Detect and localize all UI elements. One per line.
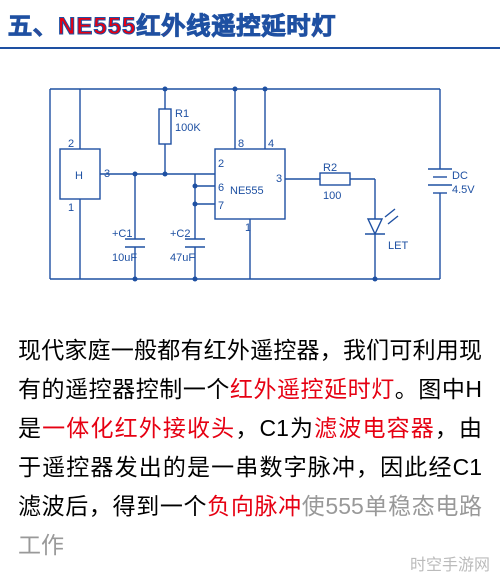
- h-label: H: [75, 170, 83, 182]
- c1-val: 10uF: [112, 252, 137, 264]
- seg1: 红外遥控延时灯: [230, 376, 395, 402]
- circuit-diagram: H 2 3 1 R1 100K NE555 2 6 7 8 4 3 1: [0, 49, 500, 319]
- c1-label: +C1: [112, 228, 133, 240]
- p8: 8: [238, 138, 244, 150]
- title-bar: 五、NE555红外线遥控延时灯: [0, 0, 500, 49]
- description-paragraph: 现代家庭一般都有红外遥控器，我们可利用现有的遥控器控制一个红外遥控延时灯。图中H…: [0, 319, 500, 566]
- title-prefix: 五、: [8, 13, 58, 40]
- led-label: LET: [388, 240, 408, 252]
- c2-label: +C2: [170, 228, 191, 240]
- p7: 7: [218, 200, 224, 212]
- seg3: 一体化红外接收头: [42, 415, 235, 441]
- dc-val: 4.5V: [452, 184, 475, 196]
- r1-val: 100K: [175, 122, 201, 134]
- h-pin2: 2: [68, 138, 74, 150]
- seg4: ，C1为: [235, 415, 314, 441]
- title-main: NE555红外线遥控延时灯: [58, 13, 336, 40]
- title-text: 五、NE555红外线遥控延时灯: [8, 6, 492, 41]
- c2-val: 47uF: [170, 252, 195, 264]
- r2-val: 100: [323, 190, 341, 202]
- watermark: 时空手游网: [410, 551, 490, 575]
- ne555-label: NE555: [230, 185, 264, 197]
- seg7: 负向脉冲: [207, 493, 302, 519]
- p2: 2: [218, 158, 224, 170]
- r1-label: R1: [175, 108, 189, 120]
- p6: 6: [218, 182, 224, 194]
- circuit-svg: H 2 3 1 R1 100K NE555 2 6 7 8 4 3 1: [20, 59, 480, 309]
- dc-label: DC: [452, 170, 468, 182]
- p4: 4: [268, 138, 274, 150]
- h-pin1: 1: [68, 202, 74, 214]
- seg5: 滤波电容器: [314, 415, 435, 441]
- r2-label: R2: [323, 162, 337, 174]
- p3: 3: [276, 173, 282, 185]
